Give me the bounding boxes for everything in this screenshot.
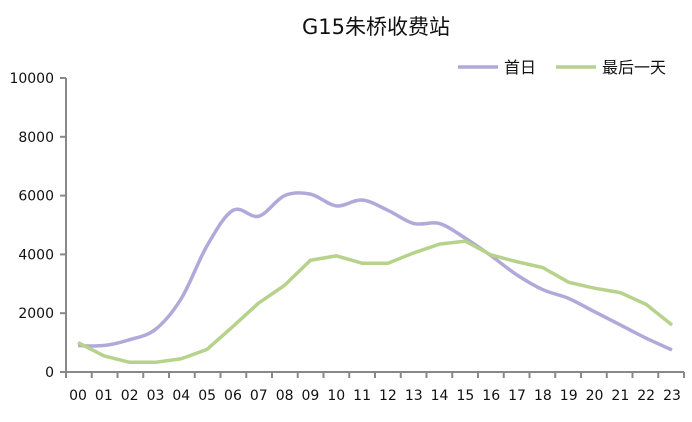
legend-label: 首日 xyxy=(504,58,536,77)
x-tick-label: 10 xyxy=(327,388,345,404)
x-tick-label: 22 xyxy=(637,388,655,404)
y-tick-label: 8000 xyxy=(18,130,54,146)
x-tick-label: 05 xyxy=(198,388,216,404)
x-tick-label: 01 xyxy=(95,388,113,404)
legend: 首日 最后一天 xyxy=(458,58,666,77)
legend-label: 最后一天 xyxy=(602,58,666,77)
y-tick-label: 10000 xyxy=(9,71,54,87)
x-tick-label: 04 xyxy=(172,388,190,404)
x-tick-label: 23 xyxy=(663,388,681,404)
x-tick-label: 14 xyxy=(431,388,449,404)
x-tick-label: 20 xyxy=(586,388,604,404)
x-tick-label: 18 xyxy=(534,388,552,404)
x-tick-label: 08 xyxy=(276,388,294,404)
y-tick-label: 4000 xyxy=(18,247,54,263)
x-tick-label: 00 xyxy=(69,388,87,404)
x-tick-label: 09 xyxy=(302,388,320,404)
series-line-1 xyxy=(77,191,673,352)
x-tick-label: 07 xyxy=(250,388,268,404)
axes: 0 2000 4000 6000 8000 10000 00 01 02 03 04 05 06 07 08… xyxy=(9,71,685,404)
x-tick-label: 06 xyxy=(224,388,242,404)
x-tick-label: 16 xyxy=(482,388,500,404)
x-tick-label: 03 xyxy=(147,388,165,404)
series-line-2 xyxy=(77,239,674,365)
y-tick-label: 0 xyxy=(45,365,54,381)
y-tick-label: 6000 xyxy=(18,189,54,205)
chart-title: G15朱桥收费站 xyxy=(302,15,450,39)
y-tick-label: 2000 xyxy=(18,306,54,322)
x-tick-label: 11 xyxy=(353,388,371,404)
x-tick-label: 21 xyxy=(611,388,629,404)
x-tick-label: 17 xyxy=(508,388,526,404)
series-group xyxy=(77,191,674,365)
x-tick-label: 15 xyxy=(456,388,474,404)
x-tick-label: 12 xyxy=(379,388,397,404)
x-tick-label: 02 xyxy=(121,388,139,404)
x-tick-label: 13 xyxy=(405,388,423,404)
x-tick-label: 19 xyxy=(560,388,578,404)
